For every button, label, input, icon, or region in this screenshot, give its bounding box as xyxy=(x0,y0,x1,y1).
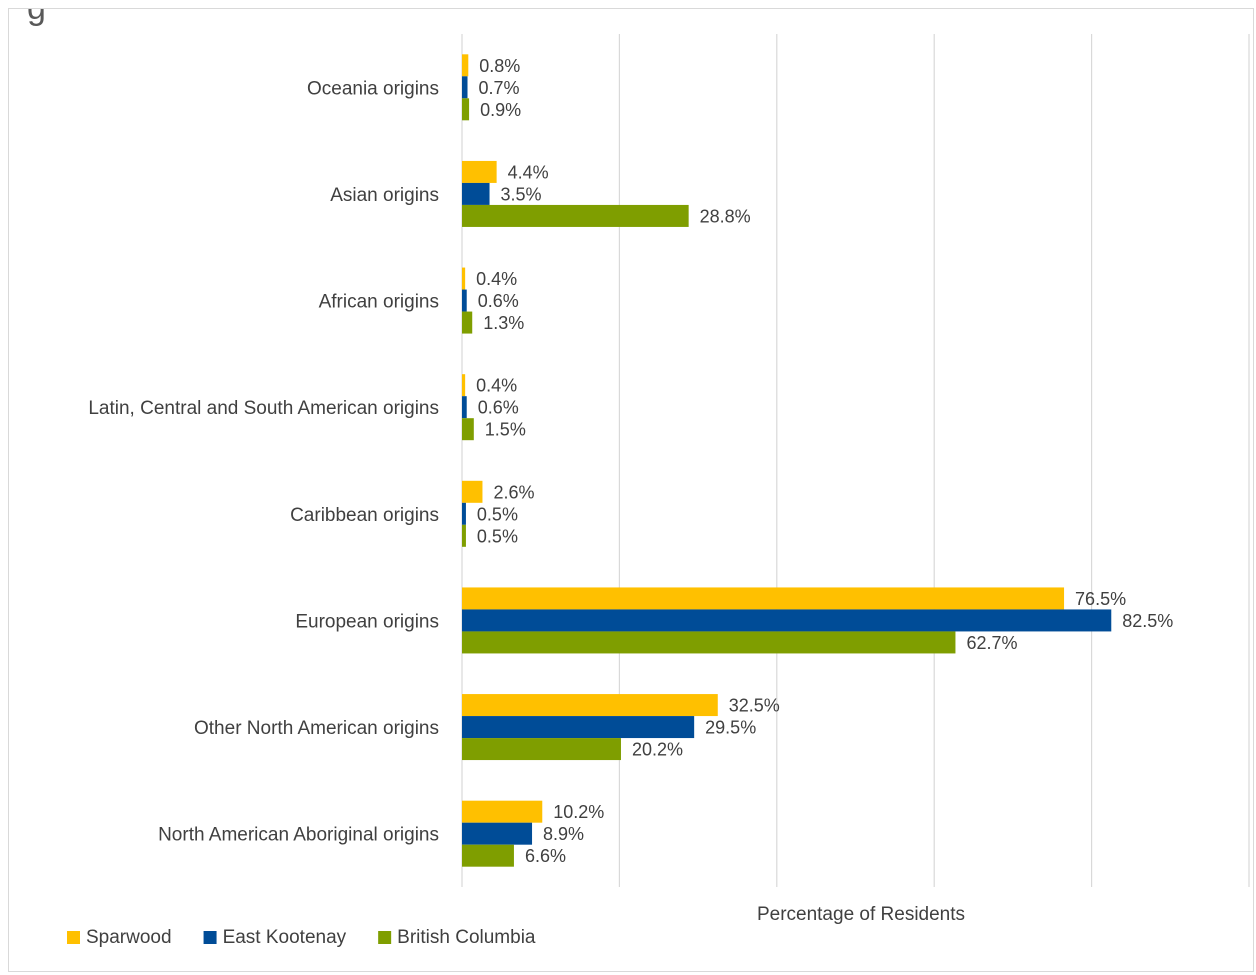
bar-east-kootenay-oceania-origins xyxy=(462,76,468,99)
category-labels: Oceania origins Asian origins African orig… xyxy=(88,78,439,845)
bar-east-kootenay-european-origins xyxy=(462,609,1112,632)
legend-label-british-columbia: British Columbia xyxy=(397,927,536,948)
bar-british-columbia-african-origins xyxy=(462,311,473,334)
category-label-european-origins: European origins xyxy=(295,611,439,632)
data-label-sparwood-other-north-american-origins: 32.5% xyxy=(729,696,780,716)
bar-sparwood-caribbean-origins xyxy=(462,480,483,503)
bar-east-kootenay-north-american-aboriginal-origins xyxy=(462,822,533,845)
data-label-east-kootenay-european-origins: 82.5% xyxy=(1122,611,1173,631)
legend-label-east-kootenay: East Kootenay xyxy=(223,927,347,948)
data-label-british-columbia-african-origins: 1.3% xyxy=(483,313,524,333)
category-label-latin-central-and-south-american-origins: Latin, Central and South American origin… xyxy=(88,398,439,419)
legend: Sparwood East Kootenay British Columbia xyxy=(67,927,536,948)
data-label-british-columbia-latin-central-and-south-american-origins: 1.5% xyxy=(485,420,526,440)
bar-sparwood-other-north-american-origins xyxy=(462,694,718,717)
data-label-sparwood-european-origins: 76.5% xyxy=(1075,589,1126,609)
category-label-caribbean-origins: Caribbean origins xyxy=(290,505,439,526)
chart-title-fragment: g xyxy=(27,8,46,27)
data-label-sparwood-oceania-origins: 0.8% xyxy=(479,56,520,76)
data-label-east-kootenay-asian-origins: 3.5% xyxy=(501,184,542,204)
bar-british-columbia-latin-central-and-south-american-origins xyxy=(462,418,474,441)
bar-east-kootenay-asian-origins xyxy=(462,182,490,205)
bar-sparwood-north-american-aboriginal-origins xyxy=(462,800,543,823)
bar-sparwood-oceania-origins xyxy=(462,54,469,77)
data-label-east-kootenay-latin-central-and-south-american-origins: 0.6% xyxy=(478,398,519,418)
data-label-east-kootenay-african-origins: 0.6% xyxy=(478,291,519,311)
data-label-sparwood-african-origins: 0.4% xyxy=(476,269,517,289)
category-label-north-american-aboriginal-origins: North American Aboriginal origins xyxy=(158,825,439,846)
chart-frame: g Oceania origins Asian origins African or… xyxy=(8,8,1254,972)
data-label-british-columbia-european-origins: 62.7% xyxy=(966,633,1017,653)
category-label-oceania-origins: Oceania origins xyxy=(307,78,439,99)
data-label-sparwood-latin-central-and-south-american-origins: 0.4% xyxy=(476,376,517,396)
category-label-african-origins: African origins xyxy=(319,292,439,313)
bar-east-kootenay-caribbean-origins xyxy=(462,502,466,525)
bar-british-columbia-oceania-origins xyxy=(462,98,470,121)
legend-swatch-east-kootenay xyxy=(203,931,217,944)
category-label-other-north-american-origins: Other North American origins xyxy=(194,718,439,739)
value-labels: 0.8%0.7%0.9%4.4%3.5%28.8%0.4%0.6%1.3%0.4… xyxy=(476,56,1173,866)
bar-british-columbia-caribbean-origins xyxy=(462,524,466,547)
data-label-british-columbia-asian-origins: 28.8% xyxy=(700,206,751,226)
legend-label-sparwood: Sparwood xyxy=(86,927,172,948)
bar-british-columbia-european-origins xyxy=(462,631,956,654)
legend-swatch-british-columbia xyxy=(378,931,392,944)
data-label-east-kootenay-north-american-aboriginal-origins: 8.9% xyxy=(543,824,584,844)
data-label-east-kootenay-other-north-american-origins: 29.5% xyxy=(705,718,756,738)
bar-sparwood-african-origins xyxy=(462,267,466,290)
legend-swatch-sparwood xyxy=(67,931,80,944)
category-label-asian-origins: Asian origins xyxy=(330,185,439,206)
bars xyxy=(462,54,1112,867)
bar-british-columbia-north-american-aboriginal-origins xyxy=(462,844,514,867)
bar-british-columbia-asian-origins xyxy=(462,204,689,227)
data-label-sparwood-north-american-aboriginal-origins: 10.2% xyxy=(553,802,604,822)
data-label-east-kootenay-oceania-origins: 0.7% xyxy=(479,78,520,98)
x-axis-title: Percentage of Residents xyxy=(757,904,965,925)
bar-chart: Oceania origins Asian origins African orig… xyxy=(67,34,1250,948)
bar-sparwood-asian-origins xyxy=(462,160,497,183)
data-label-british-columbia-other-north-american-origins: 20.2% xyxy=(632,740,683,760)
bar-east-kootenay-other-north-american-origins xyxy=(462,716,695,739)
data-label-british-columbia-oceania-origins: 0.9% xyxy=(480,100,521,120)
bar-east-kootenay-african-origins xyxy=(462,289,467,312)
bar-east-kootenay-latin-central-and-south-american-origins xyxy=(462,396,467,419)
bar-sparwood-latin-central-and-south-american-origins xyxy=(462,374,466,397)
bar-british-columbia-other-north-american-origins xyxy=(462,738,621,761)
data-label-british-columbia-caribbean-origins: 0.5% xyxy=(477,526,518,546)
data-label-east-kootenay-caribbean-origins: 0.5% xyxy=(477,504,518,524)
data-label-sparwood-asian-origins: 4.4% xyxy=(508,162,549,182)
bar-sparwood-european-origins xyxy=(462,587,1065,610)
data-label-sparwood-caribbean-origins: 2.6% xyxy=(493,482,534,502)
data-label-british-columbia-north-american-aboriginal-origins: 6.6% xyxy=(525,846,566,866)
